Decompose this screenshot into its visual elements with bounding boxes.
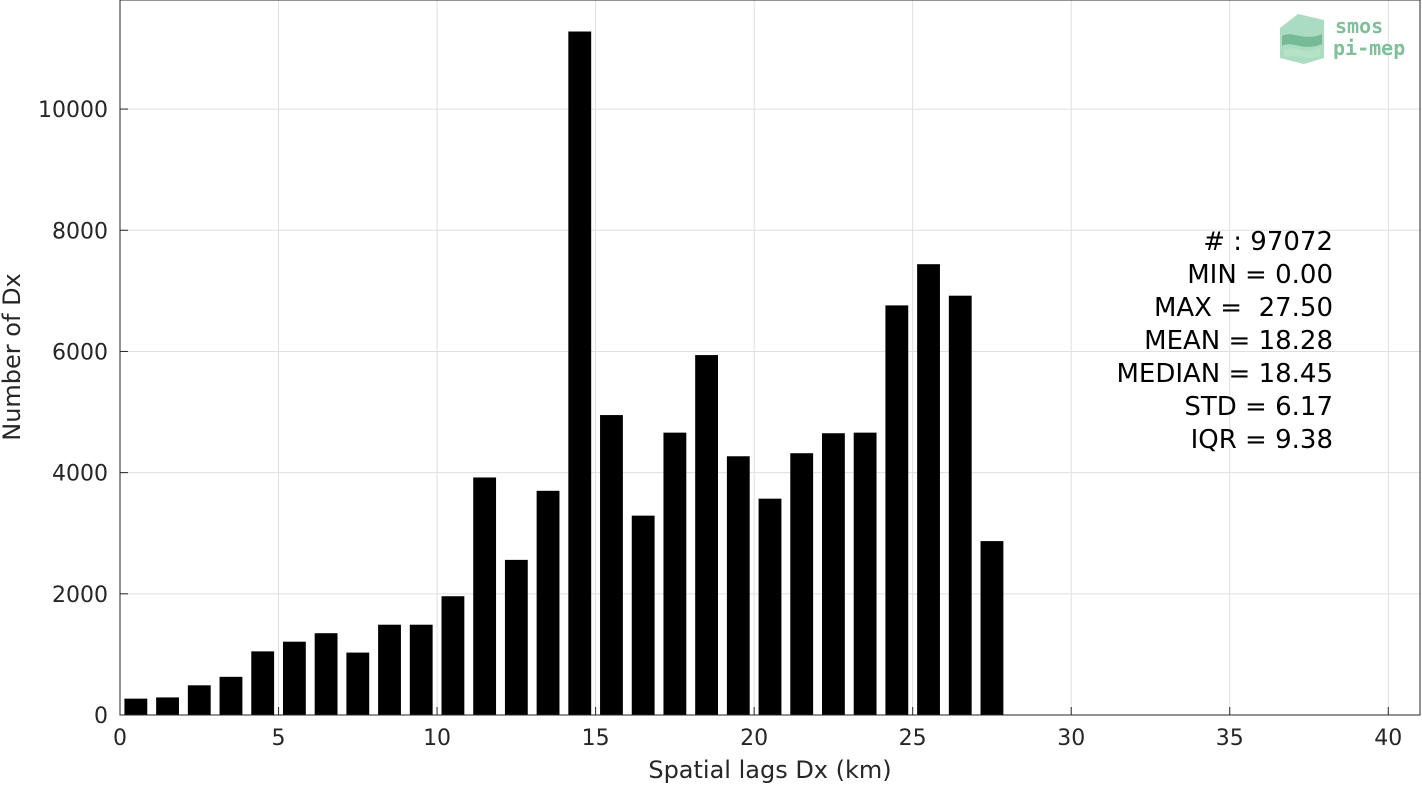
x-tick-label: 5 — [272, 726, 286, 751]
bars — [124, 31, 1004, 715]
histogram-bar — [441, 596, 465, 715]
logo-mark-icon — [1280, 14, 1324, 64]
histogram-bar — [790, 453, 814, 715]
histogram-bar — [251, 651, 275, 715]
stats-count: # : 97072 — [1203, 227, 1333, 257]
y-tick-label: 2000 — [52, 583, 108, 608]
histogram-bar — [378, 624, 401, 715]
y-tick-label: 6000 — [52, 340, 108, 365]
histogram-bar — [504, 559, 528, 715]
histogram-bar — [409, 624, 433, 715]
histogram-bar — [314, 633, 338, 715]
histogram-bar — [917, 264, 940, 715]
x-tick-label: 35 — [1216, 726, 1244, 751]
y-tick-labels: 0 2000 4000 6000 8000 10000 — [38, 98, 108, 729]
axis-ticks — [119, 108, 1389, 716]
logo-text-line2: pi-mep — [1333, 36, 1405, 60]
histogram-bar — [473, 477, 497, 715]
stats-mean: MEAN = 18.28 — [1144, 326, 1333, 356]
x-tick-label: 10 — [423, 726, 451, 751]
histogram-bar — [663, 432, 687, 715]
histogram-bar — [124, 698, 148, 715]
histogram-bar — [726, 456, 750, 715]
x-tick-label: 25 — [899, 726, 927, 751]
y-tick-label: 4000 — [52, 462, 108, 487]
y-tick-label: 0 — [94, 704, 108, 729]
stats-max: MAX = 27.50 — [1154, 293, 1333, 323]
histogram-bar — [822, 433, 845, 715]
histogram-bar — [346, 652, 370, 715]
histogram-bar — [631, 515, 655, 715]
histogram-bar — [758, 498, 782, 715]
histogram-bar — [187, 685, 211, 715]
histogram-bar — [568, 31, 592, 715]
stats-min: MIN = 0.00 — [1187, 260, 1333, 290]
x-tick-label: 40 — [1374, 726, 1402, 751]
histogram-bar — [219, 676, 243, 715]
y-tick-label: 8000 — [52, 219, 108, 244]
y-tick-label: 10000 — [38, 98, 108, 123]
x-tick-labels: 0 5 10 15 20 25 30 35 40 — [113, 726, 1402, 751]
x-tick-label: 0 — [113, 726, 127, 751]
histogram-bar — [536, 490, 560, 715]
histogram-bar — [695, 355, 718, 715]
histogram-bar — [156, 697, 179, 715]
x-tick-label: 15 — [582, 726, 610, 751]
x-axis-title: Spatial lags Dx (km) — [648, 756, 891, 784]
plot-frame — [119, 0, 1421, 716]
x-tick-label: 20 — [740, 726, 768, 751]
stats-iqr: IQR = 9.38 — [1191, 425, 1333, 455]
histogram-bar — [885, 305, 909, 715]
histogram-bar — [980, 541, 1004, 715]
stats-std: STD = 6.17 — [1184, 392, 1333, 422]
smos-pimep-logo: smos pi-mep — [1280, 14, 1405, 64]
histogram-bar — [600, 415, 623, 715]
stats-median: MEDIAN = 18.45 — [1116, 359, 1333, 389]
histogram-bar — [282, 641, 306, 715]
x-tick-label: 30 — [1057, 726, 1085, 751]
histogram-bar — [948, 295, 972, 715]
stats-annotation: # : 97072 MIN = 0.00 MAX = 27.50 MEAN = … — [1116, 227, 1333, 455]
histogram-bar — [853, 432, 877, 715]
logo-text-line1: smos — [1335, 14, 1383, 38]
y-axis-title: Number of Dx — [0, 273, 26, 440]
